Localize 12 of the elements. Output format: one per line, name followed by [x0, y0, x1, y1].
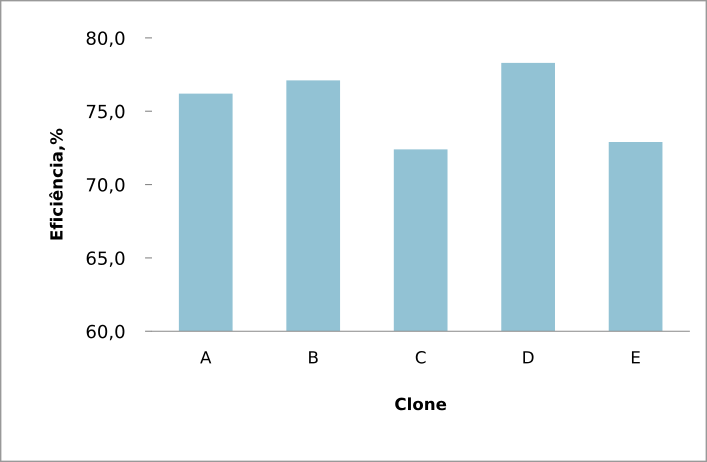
x-tick-label: C [416, 350, 426, 364]
x-tick-label: B [309, 351, 318, 364]
x-axis-title: Clone [395, 397, 446, 410]
x-tick-label: A [200, 351, 212, 364]
y-axis-title: Eficiência,% [49, 128, 65, 240]
y-tick-label: 70,0 [86, 178, 124, 194]
x-tick-label: E [632, 351, 640, 364]
y-tick-label: 65,0 [86, 251, 124, 267]
y-tick-label: 75,0 [86, 104, 124, 120]
y-tick-label: 80,0 [86, 31, 124, 47]
x-tick-label: D [523, 351, 534, 364]
y-tick-label: 60,0 [86, 324, 124, 340]
